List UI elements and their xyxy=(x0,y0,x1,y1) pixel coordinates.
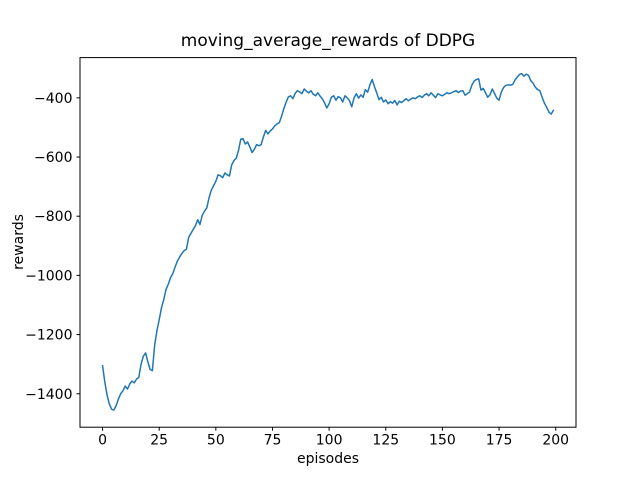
y-tick-label: −1200 xyxy=(25,328,72,344)
y-tick-label: −1400 xyxy=(25,387,72,403)
y-tick-label: −800 xyxy=(34,209,72,225)
x-tick-label: 175 xyxy=(486,433,513,449)
y-tick-label: −1000 xyxy=(25,268,72,284)
x-tick-label: 50 xyxy=(207,433,225,449)
x-axis-label: episodes xyxy=(296,451,360,467)
rewards-line xyxy=(101,72,555,411)
x-tick-label: 25 xyxy=(150,433,168,449)
x-tick-label: 75 xyxy=(264,433,282,449)
x-tick-label: 0 xyxy=(98,433,107,449)
y-tick-label: −400 xyxy=(34,91,72,107)
x-tick-label: 125 xyxy=(372,433,399,449)
x-tick-label: 150 xyxy=(429,433,456,449)
x-tick-label: 100 xyxy=(316,433,343,449)
y-tick-label: −600 xyxy=(34,150,72,166)
axes-spines xyxy=(79,57,577,428)
x-tick-label: 200 xyxy=(542,433,569,449)
chart-title: moving_average_rewards of DDPG xyxy=(180,31,476,51)
